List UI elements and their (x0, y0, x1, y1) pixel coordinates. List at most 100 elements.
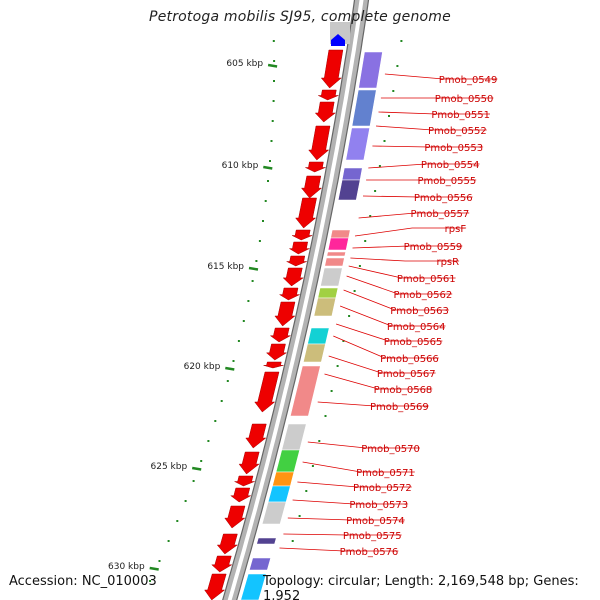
gene-label: Pmob_0573 (349, 500, 408, 511)
gc-dot (220, 400, 223, 402)
cog-box (313, 297, 337, 317)
gene-arrow (263, 361, 284, 369)
gene-leader-line (279, 547, 399, 552)
gc-dot (258, 240, 261, 242)
skew-dot (298, 515, 301, 517)
gene-label: rpsF (445, 224, 467, 235)
gene-leader-line (317, 401, 429, 407)
gene-leader-line (354, 227, 467, 237)
cog-box (289, 365, 321, 417)
gene-leader-line (335, 323, 443, 342)
skew-dot (388, 115, 390, 117)
skew-dot (396, 65, 399, 67)
gene-label: Pmob_0569 (370, 402, 429, 413)
cog-box (330, 229, 351, 239)
gc-dot (232, 360, 235, 362)
gene-label: Pmob_0552 (428, 126, 487, 137)
gene-label: Pmob_0571 (356, 468, 415, 479)
gc-dot (158, 560, 161, 562)
gene-arrow (216, 533, 239, 555)
skew-dot (336, 365, 339, 367)
gc-dot (237, 340, 240, 342)
scale-tick-label: 630 kbp (108, 562, 145, 572)
gc-dot (167, 540, 170, 542)
gc-dots-layer (149, 40, 403, 582)
skew-dot (348, 315, 351, 317)
gc-dot (192, 480, 195, 482)
gene-arrow (269, 327, 291, 343)
gene-label: rpsR (436, 257, 459, 268)
cog-box (345, 127, 371, 161)
gene-leader-line (324, 373, 433, 390)
gene-arrow (234, 475, 255, 487)
skew-dot (353, 290, 356, 292)
topology-text: Topology: circular; Length: 2,169,548 bp… (263, 574, 579, 600)
scale-tick-label: 615 kbp (207, 262, 244, 272)
gene-label: Pmob_0572 (353, 483, 412, 494)
cog-box (341, 167, 363, 181)
cog-box (240, 573, 267, 600)
gene-label: Pmob_0562 (394, 290, 453, 301)
gene-leader-line (372, 145, 484, 148)
gene-arrow (265, 343, 288, 361)
gc-dot (267, 180, 269, 182)
gene-label: Pmob_0555 (418, 176, 477, 187)
gc-dot (149, 580, 151, 582)
gene-arrow (254, 371, 280, 413)
gene-labels-layer: Pmob_0549 Pmob_0550 Pmob_0551 Pmob_0552 Pmob… (279, 73, 498, 558)
gene-leader-line (350, 257, 460, 262)
gene-arrow (230, 487, 251, 503)
gene-leader-line (339, 305, 446, 327)
cog-box (275, 449, 301, 473)
gene-leader-line (283, 533, 402, 536)
gc-dot (262, 220, 264, 222)
gc-dot (269, 160, 271, 162)
gc-dot (207, 440, 210, 442)
backbone-edge-left (222, 0, 356, 600)
gene-arrow (318, 89, 339, 101)
gene-arrow (308, 125, 331, 161)
gene-arrow (314, 101, 337, 123)
gc-dot (184, 500, 187, 502)
gene-leader-line (287, 517, 405, 521)
scale-tick (149, 566, 159, 571)
cog-box (317, 287, 339, 299)
gc-dot (273, 60, 276, 62)
gc-dot (242, 320, 245, 322)
gene-arrow (320, 49, 344, 89)
backbone-band (222, 0, 369, 600)
gc-dot (226, 380, 229, 382)
skew-dot (369, 215, 372, 217)
gc-dot (272, 40, 275, 42)
gene-leader-line (375, 125, 487, 131)
scale-tick (191, 466, 202, 471)
skew-dot (330, 390, 333, 392)
skew-dot (311, 465, 314, 467)
skew-dot (291, 540, 294, 542)
accession-text: Accession: NC_010003 (9, 574, 157, 589)
cog-box (324, 257, 345, 267)
scale-tick (267, 63, 278, 68)
gene-leader-line (378, 111, 490, 115)
gene-label: Pmob_0556 (414, 193, 473, 204)
gene-arrow (305, 161, 326, 173)
gc-dot (264, 200, 267, 202)
gc-dot (273, 80, 275, 82)
skew-dot (305, 490, 308, 492)
gene-label: Pmob_0575 (343, 531, 402, 542)
cog-box (281, 423, 307, 451)
gene-leader-line (292, 499, 409, 505)
gene-label: Pmob_0568 (374, 385, 433, 396)
skew-dot (392, 90, 395, 92)
gene-arrow (286, 255, 307, 267)
gene-arrow (224, 505, 246, 529)
gene-label: Pmob_0566 (380, 354, 439, 365)
gene-arrow (282, 267, 305, 287)
skew-dot (358, 265, 361, 267)
genome-title: Petrotoga mobilis SJ95, complete genome (149, 9, 451, 25)
skew-dot (318, 440, 321, 442)
skew-dot (364, 240, 367, 242)
gene-label: Pmob_0565 (384, 337, 443, 348)
